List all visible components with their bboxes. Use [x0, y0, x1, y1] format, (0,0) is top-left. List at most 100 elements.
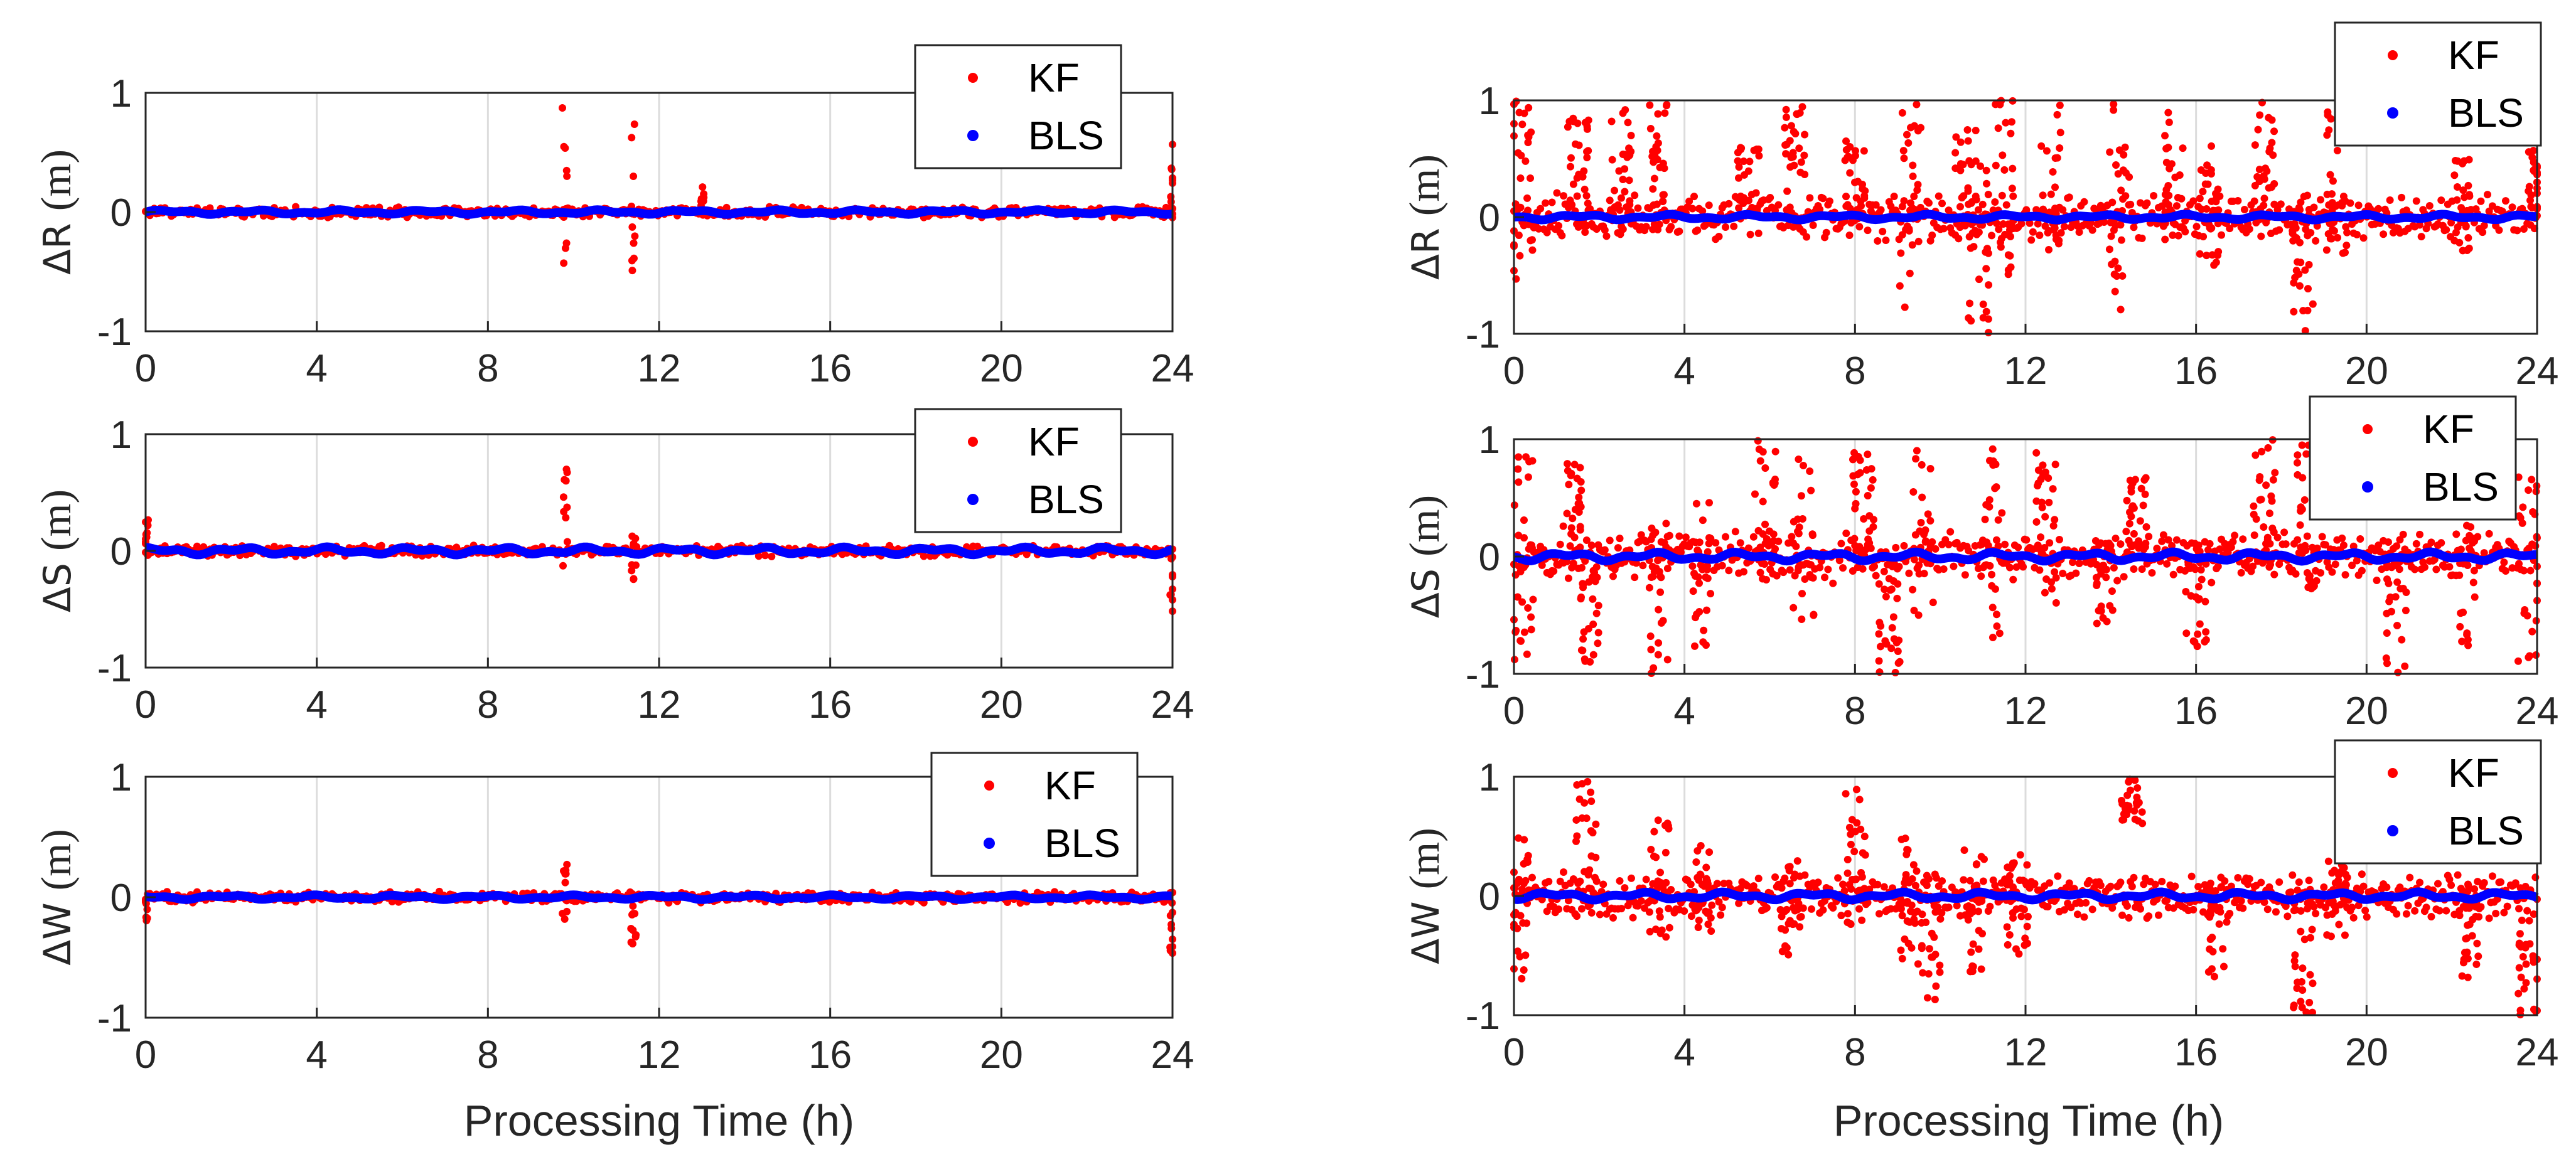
kf-point [2308, 925, 2316, 934]
kf-point [1893, 594, 1901, 602]
kf-point [1928, 929, 1936, 937]
x-tick-label: 16 [2174, 349, 2218, 393]
kf-point [2007, 263, 2015, 271]
kf-point [2046, 879, 2054, 887]
kf-point [2354, 201, 2363, 210]
kf-point [1548, 198, 1556, 206]
y-tick-label: 0 [1479, 196, 1500, 240]
legend-bls-marker [2362, 481, 2373, 493]
kf-point [1167, 198, 1175, 206]
kf-point [2085, 877, 2093, 885]
kf-point [2530, 147, 2538, 155]
kf-point [2009, 192, 2017, 200]
kf-point [1985, 281, 1993, 289]
kf-point [2257, 878, 2265, 887]
kf-point [1577, 486, 1586, 494]
kf-point [1935, 192, 1943, 200]
kf-point [1573, 192, 1581, 200]
kf-point [1975, 927, 1983, 935]
kf-point [1520, 534, 1528, 542]
kf-point [2004, 270, 2012, 279]
kf-point [2310, 903, 2318, 911]
kf-point [2045, 498, 2053, 506]
kf-point [2047, 578, 2056, 586]
kf-point [1977, 965, 1985, 973]
kf-point [1629, 914, 1637, 922]
kf-point [1847, 840, 1855, 848]
kf-point [2096, 882, 2105, 890]
y-tick-label: 1 [1479, 418, 1500, 462]
kf-point [561, 878, 569, 887]
kf-point [1619, 151, 1627, 159]
legend-kf-marker [968, 73, 978, 83]
kf-point [2072, 569, 2080, 577]
kf-point [1559, 868, 1567, 876]
kf-point [2117, 236, 2125, 244]
kf-point [1707, 927, 1715, 935]
kf-point [2328, 568, 2336, 576]
kf-point [2158, 878, 2166, 886]
kf-point [1961, 571, 1969, 579]
kf-point [2199, 188, 2207, 196]
y-axis-label-symbol: ΔS [1404, 557, 1448, 618]
kf-point [2201, 597, 2209, 605]
kf-point [1515, 834, 1523, 842]
x-tick-label: 20 [980, 1033, 1023, 1077]
y-tick-label: 1 [110, 72, 132, 115]
kf-point [2375, 205, 2383, 213]
kf-point [2463, 631, 2471, 639]
kf-point [2399, 530, 2407, 538]
kf-point [2427, 913, 2435, 921]
kf-point [2305, 572, 2314, 580]
kf-point [628, 567, 636, 575]
kf-point [1575, 493, 1583, 501]
kf-point [1864, 491, 1872, 499]
kf-point [1952, 133, 1960, 141]
kf-point [1647, 646, 1655, 654]
kf-point [1920, 570, 1928, 578]
kf-point [2437, 539, 2445, 547]
kf-point [1650, 828, 1658, 836]
kf-point [2323, 131, 2331, 139]
kf-point [1616, 535, 1624, 543]
kf-point [2380, 230, 2388, 238]
kf-point [1700, 626, 1708, 634]
kf-point [2398, 193, 2406, 201]
kf-point [2393, 578, 2402, 586]
kf-point [2137, 905, 2145, 913]
kf-point [1591, 577, 1599, 585]
kf-point [2193, 642, 2201, 651]
kf-point [2466, 531, 2474, 540]
kf-point [1768, 539, 1776, 547]
kf-point [2447, 881, 2455, 889]
kf-point [1722, 533, 1730, 541]
kf-point [2531, 542, 2540, 550]
kf-point [1797, 158, 1805, 166]
kf-point [1910, 122, 1918, 130]
kf-point [2305, 206, 2313, 214]
kf-point [2304, 899, 2312, 907]
kf-point [1653, 132, 1661, 140]
kf-point [2479, 228, 2487, 237]
legend-box [930, 752, 1139, 877]
kf-point [1874, 237, 1882, 245]
kf-point [2140, 476, 2149, 484]
kf-point [2417, 233, 2425, 241]
kf-point [2052, 599, 2060, 607]
kf-point [1542, 199, 1550, 207]
kf-point [2245, 875, 2253, 883]
kf-point [1940, 225, 1948, 233]
kf-point [1875, 657, 1883, 665]
kf-point [1649, 185, 1657, 193]
kf-point [2394, 668, 2402, 676]
kf-point [628, 223, 636, 231]
kf-point [2014, 543, 2022, 552]
kf-point [2009, 164, 2017, 173]
kf-point [2425, 201, 2434, 210]
kf-point [1968, 198, 1976, 206]
kf-point [1978, 200, 1987, 208]
kf-point [1793, 857, 1801, 865]
kf-point [1855, 223, 1864, 231]
kf-point [1991, 484, 1999, 493]
kf-point [1751, 490, 1759, 498]
